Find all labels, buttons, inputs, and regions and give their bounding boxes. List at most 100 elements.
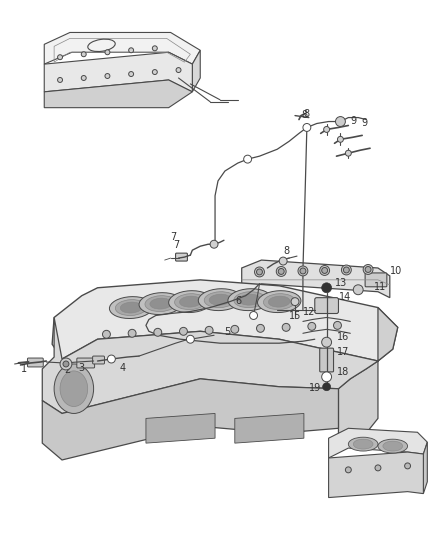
Text: 18: 18 <box>336 367 349 377</box>
Circle shape <box>363 264 373 274</box>
Ellipse shape <box>198 289 242 311</box>
Circle shape <box>336 117 346 126</box>
Circle shape <box>279 257 287 265</box>
Text: 17: 17 <box>336 347 349 357</box>
Circle shape <box>210 240 218 248</box>
Circle shape <box>278 269 284 274</box>
Circle shape <box>105 50 110 55</box>
Ellipse shape <box>228 289 271 311</box>
Polygon shape <box>192 50 200 92</box>
Circle shape <box>321 268 328 273</box>
Text: 7: 7 <box>173 240 180 250</box>
Ellipse shape <box>239 294 261 305</box>
Circle shape <box>152 70 157 75</box>
Text: 16: 16 <box>336 332 349 342</box>
Circle shape <box>250 311 258 319</box>
Circle shape <box>257 269 262 275</box>
Circle shape <box>63 361 69 367</box>
Circle shape <box>353 285 363 295</box>
FancyBboxPatch shape <box>176 253 187 261</box>
Ellipse shape <box>115 300 147 316</box>
Text: 7: 7 <box>171 232 177 243</box>
Circle shape <box>365 266 371 272</box>
Circle shape <box>129 48 134 53</box>
Circle shape <box>405 463 410 469</box>
Text: 6: 6 <box>236 296 242 305</box>
Ellipse shape <box>383 441 403 451</box>
Circle shape <box>60 358 72 370</box>
Polygon shape <box>44 33 200 64</box>
Text: 11: 11 <box>374 282 386 292</box>
Text: 8: 8 <box>283 246 290 256</box>
Text: 5: 5 <box>224 327 230 337</box>
Circle shape <box>346 467 351 473</box>
Ellipse shape <box>268 296 290 307</box>
Polygon shape <box>146 414 215 443</box>
Polygon shape <box>44 52 192 92</box>
Circle shape <box>154 328 162 336</box>
Polygon shape <box>52 280 398 361</box>
Circle shape <box>300 268 306 274</box>
Ellipse shape <box>353 439 373 449</box>
Polygon shape <box>44 80 192 108</box>
Ellipse shape <box>209 294 231 305</box>
Ellipse shape <box>378 439 408 453</box>
Ellipse shape <box>110 297 153 319</box>
Ellipse shape <box>234 292 265 308</box>
Ellipse shape <box>145 296 177 312</box>
Polygon shape <box>339 308 398 446</box>
Ellipse shape <box>150 298 172 309</box>
Text: 1: 1 <box>21 364 27 374</box>
Text: 9: 9 <box>361 118 367 128</box>
Polygon shape <box>42 379 339 460</box>
Text: 10: 10 <box>390 266 402 276</box>
Text: 14: 14 <box>339 292 351 302</box>
Circle shape <box>321 372 332 382</box>
Circle shape <box>129 71 134 77</box>
Circle shape <box>244 155 251 163</box>
Circle shape <box>337 136 343 142</box>
FancyBboxPatch shape <box>320 348 333 372</box>
Circle shape <box>128 329 136 337</box>
Text: 15: 15 <box>289 311 301 321</box>
FancyBboxPatch shape <box>365 273 387 287</box>
Polygon shape <box>328 452 424 498</box>
Circle shape <box>257 325 265 332</box>
Circle shape <box>343 267 350 273</box>
Circle shape <box>308 322 316 330</box>
Circle shape <box>375 465 381 471</box>
Text: 19: 19 <box>309 383 321 393</box>
Circle shape <box>282 324 290 332</box>
Circle shape <box>105 74 110 78</box>
Text: 4: 4 <box>119 363 125 373</box>
Ellipse shape <box>263 294 295 310</box>
Ellipse shape <box>169 290 212 312</box>
Circle shape <box>81 52 86 56</box>
Polygon shape <box>42 318 378 414</box>
Text: 8: 8 <box>303 109 309 118</box>
Circle shape <box>321 283 332 293</box>
Circle shape <box>254 267 265 277</box>
Circle shape <box>57 55 63 60</box>
Ellipse shape <box>258 290 301 312</box>
Ellipse shape <box>54 364 94 414</box>
Polygon shape <box>235 414 304 443</box>
Circle shape <box>205 326 213 334</box>
Ellipse shape <box>180 296 201 307</box>
Ellipse shape <box>175 294 206 310</box>
Ellipse shape <box>204 292 236 308</box>
FancyBboxPatch shape <box>92 356 105 364</box>
Circle shape <box>176 68 181 72</box>
Polygon shape <box>328 429 427 458</box>
Circle shape <box>346 150 351 156</box>
Circle shape <box>291 297 299 305</box>
Ellipse shape <box>139 293 183 314</box>
Circle shape <box>107 355 115 363</box>
Text: 2: 2 <box>64 365 70 375</box>
Ellipse shape <box>60 371 88 407</box>
Text: 12: 12 <box>303 308 315 318</box>
Circle shape <box>81 76 86 80</box>
Circle shape <box>152 46 157 51</box>
Circle shape <box>276 266 286 277</box>
FancyBboxPatch shape <box>28 358 43 367</box>
